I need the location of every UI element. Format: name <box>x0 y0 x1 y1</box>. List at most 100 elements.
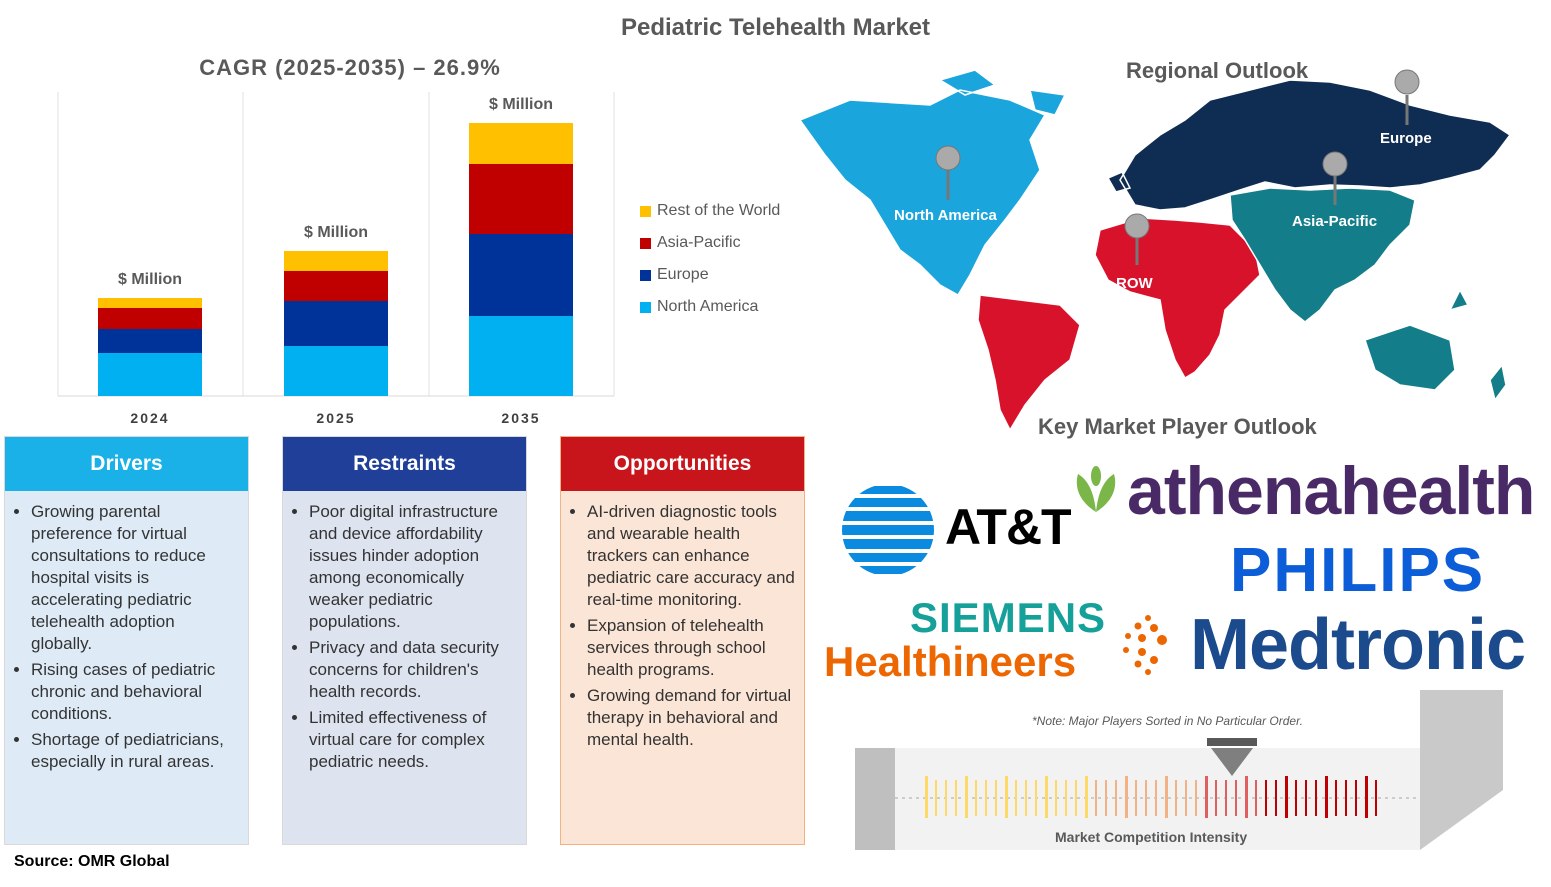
gauge-tick <box>1145 780 1147 816</box>
opportunities-heading: Opportunities <box>561 437 804 491</box>
gauge-tick <box>1045 776 1048 818</box>
att-logo: AT&T <box>945 499 1072 555</box>
gauge-tick <box>1095 780 1097 816</box>
map-region-asia-pacific <box>1229 187 1507 402</box>
gauge-tick <box>1055 780 1057 816</box>
gauge-tick <box>1115 780 1117 816</box>
stacked-bar-chart: $ Million 2024 $ Million 2025 $ Million 2035 <box>57 92 615 426</box>
gauge-tick <box>1325 776 1328 818</box>
bar-segment-rest-of-the-world <box>469 123 573 164</box>
cagr-label: CAGR (2025-2035) – 26.9% <box>199 55 501 80</box>
legend-item: Asia-Pacific <box>640 227 780 259</box>
list-item: Poor digital infrastructure and device a… <box>309 501 518 633</box>
map-region-south-america <box>977 294 1081 432</box>
bar-segment-asia-pacific <box>469 164 573 234</box>
bar-segment-asia-pacific <box>284 271 388 301</box>
legend-item: North America <box>640 291 780 323</box>
gauge-tick <box>935 780 937 816</box>
gauge-tick <box>1025 780 1027 816</box>
gauge-tick <box>1275 780 1277 816</box>
map-label-europe: Europe <box>1380 130 1432 147</box>
gauge-tick <box>945 780 947 816</box>
gauge-tick <box>1185 780 1187 816</box>
chart-legend: Rest of the World Asia-Pacific Europe North… <box>640 195 780 323</box>
gauge-tick <box>1345 780 1347 816</box>
bar-segment-rest-of-the-world <box>284 251 388 271</box>
list-item: Shortage of pediatricians, especially in… <box>31 729 240 773</box>
legend-item: Europe <box>640 259 780 291</box>
bar-segment-rest-of-the-world <box>98 298 202 308</box>
bar-segment-north-america <box>98 353 202 396</box>
bar-top-label: $ Million <box>489 96 553 113</box>
legend-swatch <box>640 269 651 281</box>
gauge-tick <box>1245 776 1248 818</box>
gauge-tick <box>1375 780 1377 816</box>
legend-swatch <box>640 205 651 217</box>
healthineers-logo: Healthineers <box>824 638 1077 685</box>
gauge-tick <box>1195 780 1197 816</box>
x-tick-label: 2035 <box>501 410 540 426</box>
legend-label: Asia-Pacific <box>657 234 741 251</box>
bar-segment-north-america <box>469 316 573 396</box>
athenahealth-logo: athenahealth <box>1127 453 1535 529</box>
drivers-box: Drivers Growing parental preference for … <box>4 436 249 845</box>
list-item: Growing parental preference for virtual … <box>31 501 240 655</box>
gauge-tick <box>1285 776 1288 818</box>
gauge-pointer-icon <box>1211 748 1253 776</box>
list-item: Privacy and data security concerns for c… <box>309 637 518 703</box>
gauge-tick <box>925 776 928 818</box>
gauge-tick <box>1235 780 1237 816</box>
gauge-tick <box>1175 780 1177 816</box>
bar-segment-europe <box>98 329 202 353</box>
gauge-tick <box>1015 780 1017 816</box>
map-region-europe <box>1106 79 1512 211</box>
healthineers-dots-icon <box>1123 615 1167 675</box>
gauge-tick <box>1105 780 1107 816</box>
opportunities-box: Opportunities AI-driven diagnostic tools… <box>560 436 805 845</box>
gauge-tick <box>1335 780 1337 816</box>
map-label-north-america: North America <box>894 207 997 224</box>
athena-leaf-icon <box>1076 466 1116 512</box>
gauge-tick <box>1305 780 1307 816</box>
legend-label: North America <box>657 298 759 315</box>
world-map: North America Europe Asia-Pacific ROW <box>798 69 1512 432</box>
gauge-tick <box>1265 780 1267 816</box>
gauge-tick <box>955 780 957 816</box>
gauge-tick <box>1135 780 1137 816</box>
gauge-tick <box>1295 780 1297 816</box>
list-item: Growing demand for virtual therapy in be… <box>587 685 796 751</box>
gauge-tick <box>975 780 977 816</box>
gauge-tick <box>1065 780 1067 816</box>
legend-swatch <box>640 301 651 313</box>
bar-top-label: $ Million <box>118 271 182 288</box>
competition-intensity-gauge <box>855 690 1503 850</box>
gauge-tick <box>1255 780 1257 816</box>
x-tick-label: 2025 <box>316 410 355 426</box>
legend-item: Rest of the World <box>640 195 780 227</box>
gauge-tick <box>1315 780 1317 816</box>
gauge-tick <box>1005 776 1008 818</box>
gauge-tick <box>1205 776 1208 818</box>
gauge-tick <box>1125 776 1128 818</box>
gauge-tick <box>1355 780 1357 816</box>
pin-icon <box>935 69 1420 265</box>
x-tick-label: 2024 <box>130 410 169 426</box>
legend-label: Rest of the World <box>657 202 781 219</box>
gauge-tick <box>1225 780 1227 816</box>
drivers-heading: Drivers <box>5 437 248 491</box>
medtronic-logo: Medtronic <box>1190 605 1526 685</box>
map-label-asia-pacific: Asia-Pacific <box>1292 213 1377 230</box>
gauge-tick <box>985 780 987 816</box>
key-players-title: Key Market Player Outlook <box>1038 414 1317 439</box>
bar-segment-europe <box>284 301 388 346</box>
bar-segment-europe <box>469 234 573 316</box>
list-item: AI-driven diagnostic tools and wearable … <box>587 501 796 611</box>
legend-swatch <box>640 237 651 249</box>
page-title: Pediatric Telehealth Market <box>621 14 930 41</box>
bar-top-label: $ Million <box>304 224 368 241</box>
bar-segment-north-america <box>284 346 388 396</box>
philips-logo: PHILIPS <box>1230 536 1486 605</box>
restraints-heading: Restraints <box>283 437 526 491</box>
siemens-logo: SIEMENS <box>910 594 1107 641</box>
list-item: Limited effectiveness of virtual care fo… <box>309 707 518 773</box>
